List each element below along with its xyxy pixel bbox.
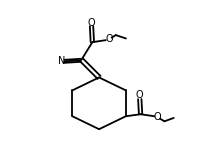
Text: O: O — [136, 90, 143, 100]
Text: O: O — [105, 34, 113, 44]
Text: O: O — [87, 17, 95, 28]
Text: N: N — [58, 56, 65, 67]
Text: O: O — [154, 112, 161, 122]
